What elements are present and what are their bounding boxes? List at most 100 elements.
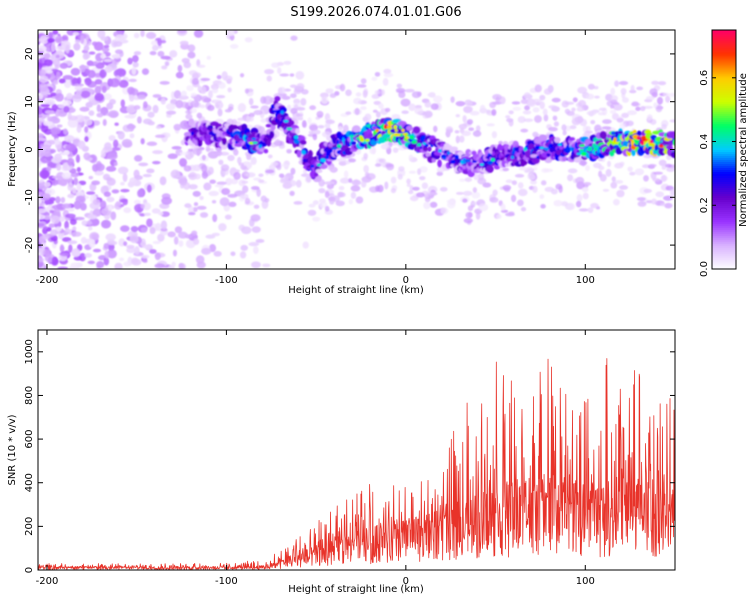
heatmap-peak: [479, 163, 484, 166]
heatmap-cell: [351, 179, 362, 186]
heatmap-cell: [335, 200, 345, 207]
heatmap-peak: [331, 147, 338, 150]
heatmap-cell: [520, 207, 527, 212]
heatmap-cell: [325, 181, 335, 185]
heatmap-cell: [390, 187, 397, 194]
heatmap-cell: [319, 92, 329, 98]
heatmap-peak: [450, 160, 456, 164]
heatmap-cell: [51, 175, 63, 180]
heatmap-peak: [437, 148, 442, 153]
heatmap-cell: [318, 178, 325, 187]
heatmap-cell: [464, 101, 473, 106]
heatmap-cell: [155, 125, 162, 129]
heatmap-cell: [43, 151, 52, 157]
heatmap-cell: [423, 110, 433, 119]
heatmap-cell: [253, 204, 260, 209]
heatmap-cell: [637, 201, 647, 207]
heatmap-cell: [183, 165, 192, 172]
heatmap-cell: [660, 202, 666, 207]
heatmap-cell: [656, 96, 663, 105]
colorbar-cell: [712, 159, 736, 163]
heatmap-cell: [593, 85, 599, 90]
heatmap-cell: [160, 39, 167, 44]
heatmap-cell: [38, 137, 47, 142]
colorbar-cell: [712, 217, 736, 220]
heatmap-peak: [557, 143, 562, 147]
heatmap-cell: [197, 64, 206, 68]
heatmap-cell: [192, 190, 201, 197]
heatmap-cell: [55, 110, 60, 117]
heatmap-cell: [191, 230, 198, 236]
colorbar-label: Normalized spectral amplitude: [738, 73, 749, 227]
heatmap-peak: [543, 147, 549, 150]
heatmap-cell: [164, 61, 170, 66]
heatmap-cell: [219, 197, 230, 207]
heatmap-cell: [191, 77, 199, 85]
heatmap-cell: [245, 172, 256, 178]
heatmap-cell: [567, 168, 578, 174]
y-tick-label: 200: [24, 517, 35, 536]
heatmap-cell: [237, 156, 242, 165]
colorbar-cell: [712, 105, 736, 109]
heatmap-cell: [62, 100, 73, 106]
heatmap-cell: [173, 123, 182, 131]
colorbar-cell: [712, 207, 736, 210]
heatmap-cell: [44, 52, 51, 59]
colorbar-cell: [712, 139, 736, 143]
heatmap-cell: [117, 130, 125, 140]
heatmap-cell: [160, 97, 166, 105]
colorbar-cell: [712, 75, 736, 79]
heatmap-cell: [406, 178, 411, 185]
heatmap-cell: [485, 165, 494, 173]
heatmap-cell: [114, 262, 123, 269]
heatmap-peak: [349, 134, 355, 138]
heatmap-cell: [58, 179, 68, 186]
heatmap-cell: [154, 252, 161, 261]
heatmap-cell: [609, 109, 617, 114]
heatmap-cell: [361, 180, 367, 188]
heatmap-cell: [307, 209, 317, 216]
heatmap-cell: [636, 86, 644, 91]
colorbar-cell: [712, 259, 736, 262]
heatmap-cell: [532, 107, 540, 113]
heatmap-peak: [613, 137, 617, 143]
heatmap-cell: [91, 41, 98, 46]
heatmap-cell: [177, 176, 187, 185]
heatmap-cell: [533, 167, 538, 171]
heatmap-peak: [487, 160, 494, 165]
heatmap-cell: [577, 86, 588, 94]
colorbar-cell: [712, 61, 736, 65]
heatmap-cell: [590, 202, 599, 209]
heatmap-cell: [161, 196, 173, 205]
heatmap-cell: [196, 205, 207, 210]
heatmap-cell: [151, 208, 161, 214]
colorbar-cell: [712, 181, 736, 184]
heatmap-peak: [636, 136, 641, 140]
heatmap-cell: [38, 106, 44, 115]
colorbar-cell: [712, 267, 736, 270]
colorbar-cell: [712, 191, 736, 194]
heatmap-cell: [59, 244, 65, 253]
heatmap-cell: [133, 32, 140, 39]
snr-y-axis: 0 200 400 600 800 1000: [24, 339, 675, 573]
heatmap-cell: [96, 104, 101, 113]
heatmap-cell: [266, 139, 272, 147]
heatmap-cell: [201, 164, 208, 173]
colorbar-cell: [712, 249, 736, 252]
heatmap-cell: [188, 205, 194, 214]
heatmap-cell: [68, 244, 73, 253]
heatmap-cell: [92, 198, 101, 206]
heatmap-cell: [277, 67, 282, 74]
heatmap-cell: [122, 199, 128, 206]
heatmap-cell: [661, 165, 667, 170]
heatmap-cell: [475, 125, 481, 132]
heatmap-cell: [86, 220, 92, 226]
heatmap-cell: [653, 102, 658, 109]
heatmap-cell: [57, 266, 69, 269]
heatmap-cell: [265, 123, 272, 128]
snr-series: [38, 358, 675, 570]
heatmap-cell: [220, 164, 230, 172]
heatmap-cell: [57, 104, 66, 109]
heatmap-peak: [592, 143, 597, 148]
